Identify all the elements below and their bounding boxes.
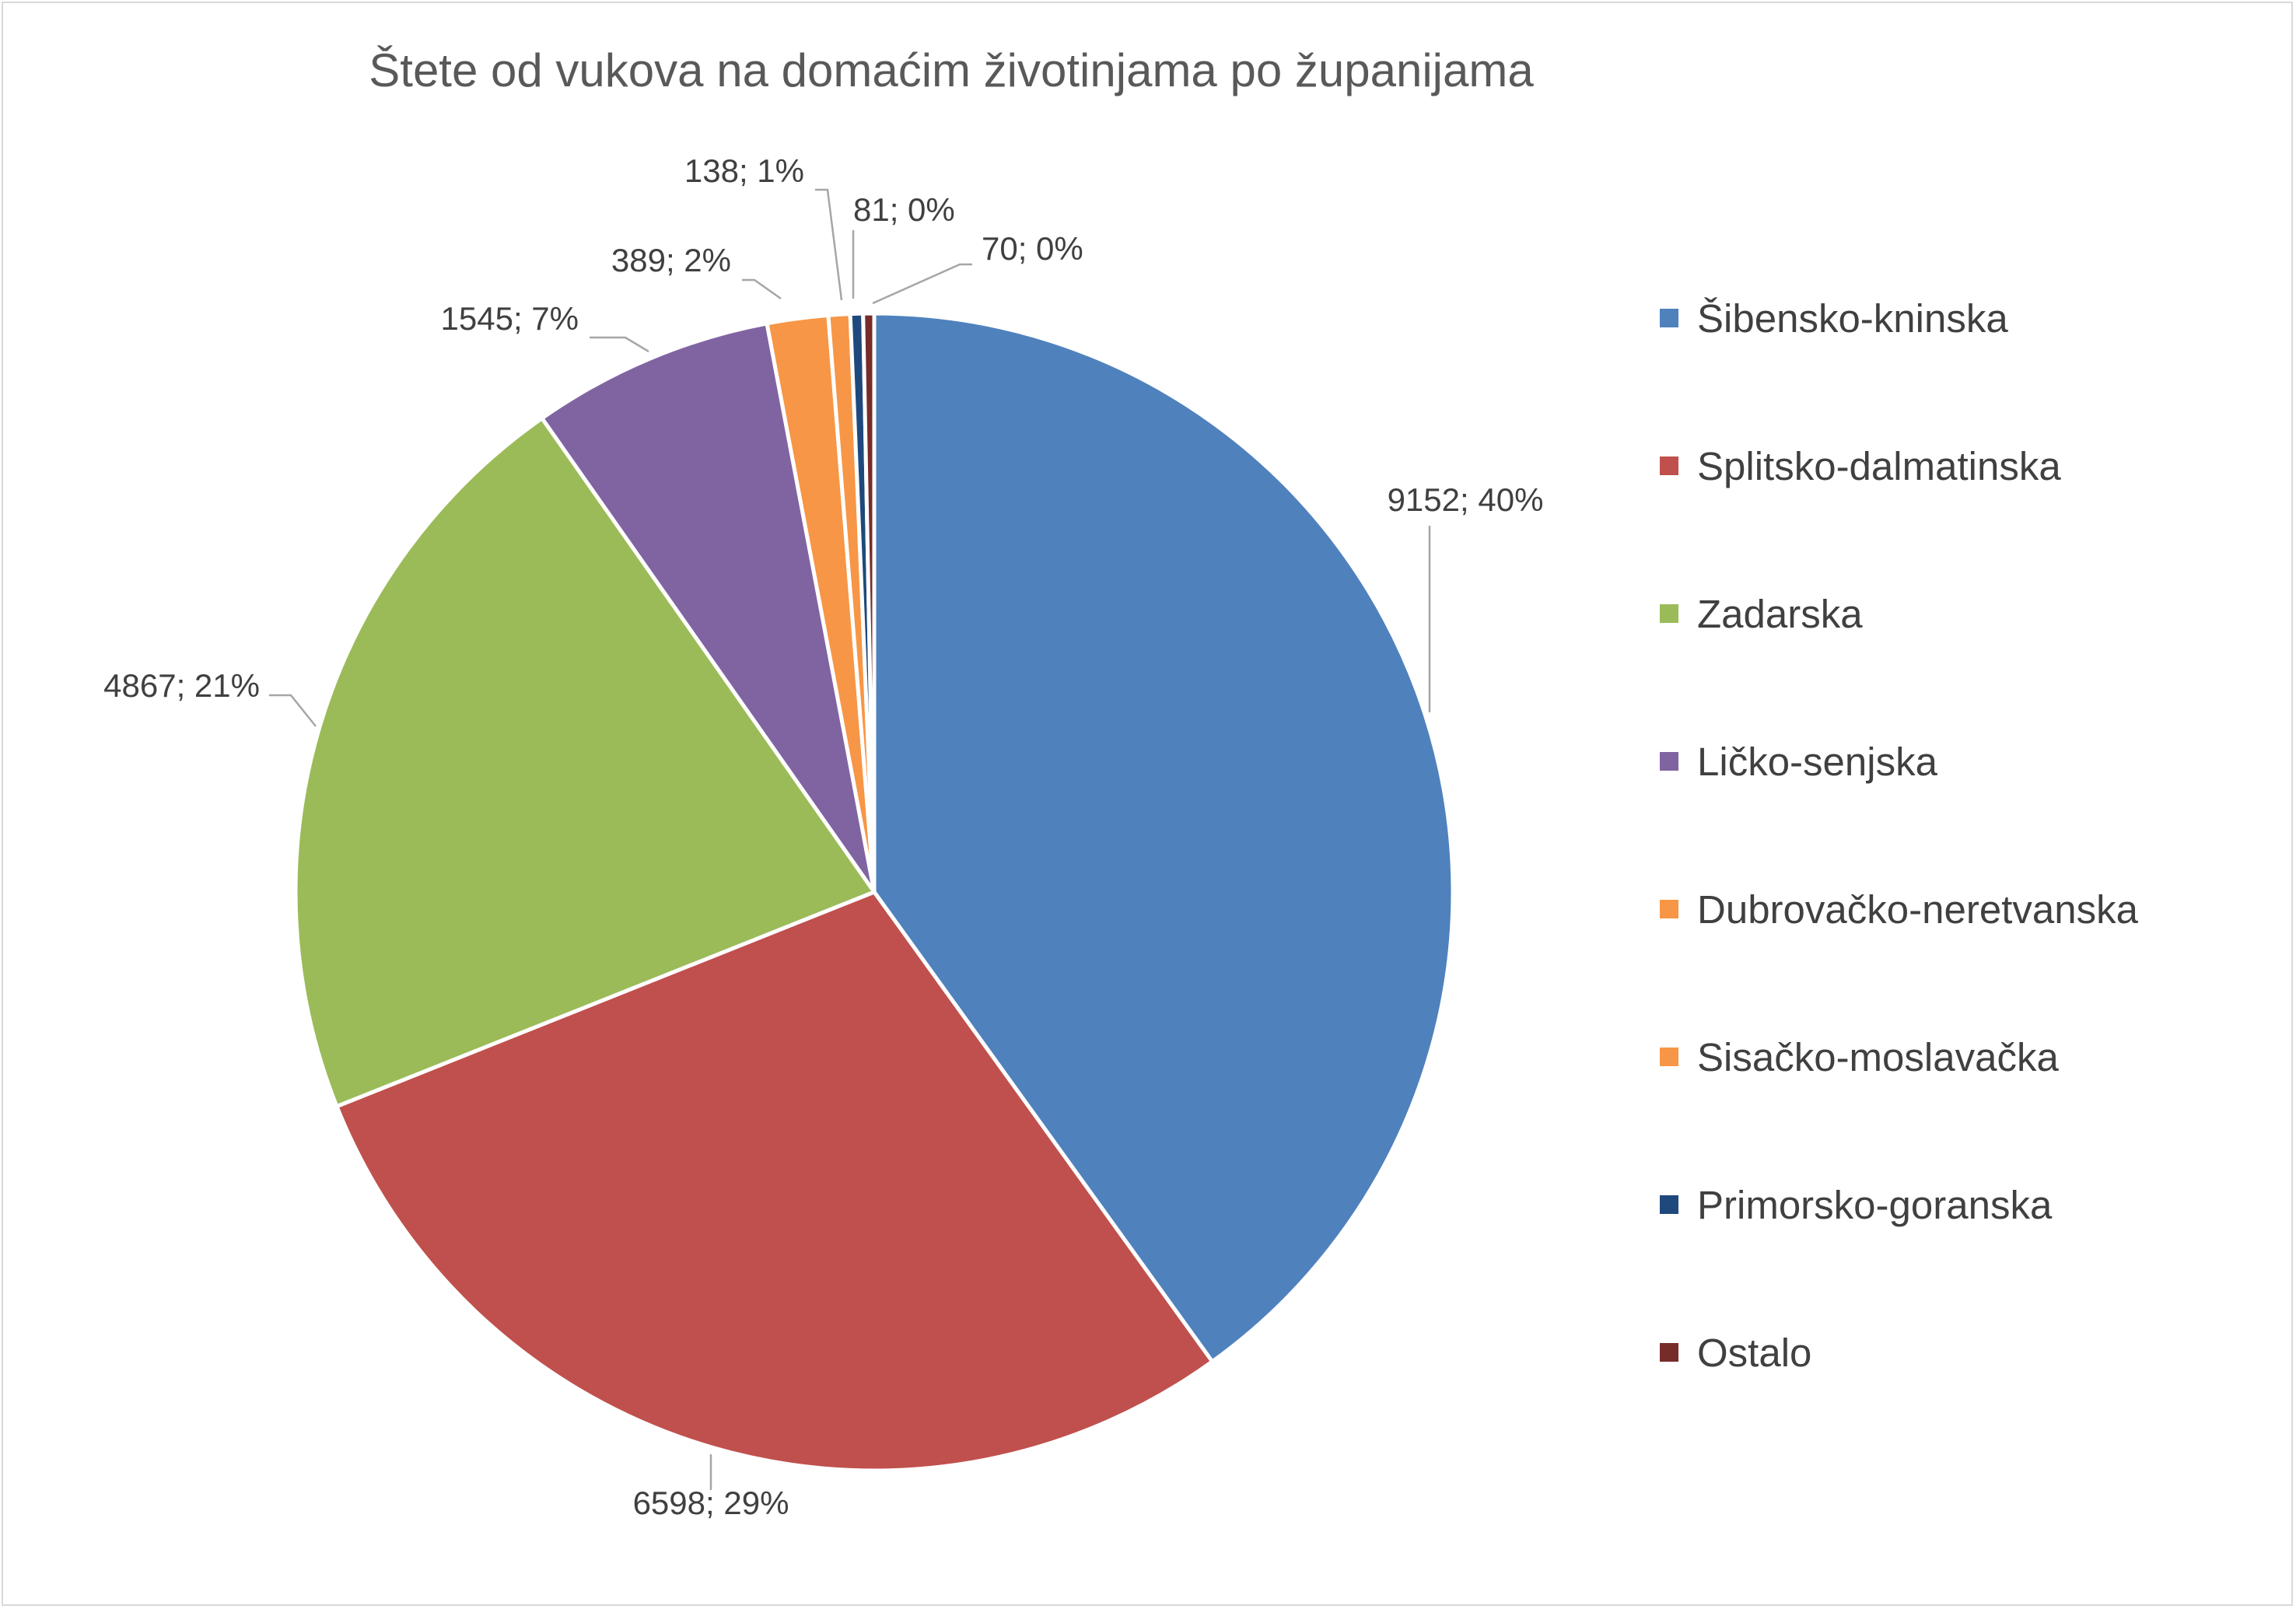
legend-label: Zadarska bbox=[1697, 591, 1863, 636]
legend-item-sibensko-kninska: Šibensko-kninska bbox=[1660, 287, 2008, 349]
data-label-splitsko-dalmatinska: 6598; 29% bbox=[633, 1485, 789, 1521]
pie-slice-splitsko-dalmatinska bbox=[334, 889, 1216, 1473]
data-label-primorsko-goranska: 81; 0% bbox=[853, 191, 955, 228]
data-label-zadarska: 4867; 21% bbox=[103, 667, 260, 704]
legend-label: Šibensko-kninska bbox=[1697, 296, 2008, 341]
leader-line-ostalo bbox=[872, 263, 972, 305]
legend-swatch bbox=[1660, 752, 1678, 771]
data-label-sisacko-moslavacka: 138; 1% bbox=[684, 152, 804, 189]
pie-chart: 9152; 40% 6598; 29% 4867; 21% 1545; 7% 389; … bbox=[103, 152, 1543, 1521]
legend-item-ostalo: Ostalo bbox=[1660, 1321, 1811, 1383]
legend-swatch bbox=[1660, 900, 1678, 918]
legend-label: Splitsko-dalmatinska bbox=[1697, 443, 2061, 488]
legend-swatch bbox=[1660, 1343, 1678, 1362]
legend-item-sisacko-moslavacka: Sisačko-moslavačka bbox=[1660, 1026, 2059, 1088]
legend-item-zadarska: Zadarska bbox=[1660, 582, 1863, 645]
legend-swatch bbox=[1660, 1048, 1678, 1066]
legend-item-primorsko-goranska: Primorsko-goranska bbox=[1660, 1174, 2052, 1236]
data-label-sibensko-kninska: 9152; 40% bbox=[1388, 481, 1544, 518]
pie-slice-zadarska bbox=[293, 415, 877, 1109]
leader-line-sisacko-moslavacka bbox=[815, 188, 843, 301]
legend-label: Ostalo bbox=[1697, 1330, 1812, 1375]
pie-slice-ostalo bbox=[861, 311, 877, 893]
leader-line-licko-senjska bbox=[590, 336, 649, 353]
leader-line-zadarska bbox=[269, 694, 317, 727]
chart-title: Štete od vukova na domaćim životinjama p… bbox=[369, 44, 1534, 96]
leader-line-dubrovacko-neretvanska bbox=[742, 278, 782, 300]
data-label-licko-senjska: 1545; 7% bbox=[441, 300, 579, 337]
legend-label: Sisačko-moslavačka bbox=[1697, 1034, 2059, 1079]
legend-swatch bbox=[1660, 309, 1678, 327]
legend-label: Primorsko-goranska bbox=[1697, 1182, 2053, 1227]
legend-item-licko-senjska: Ličko-senjska bbox=[1660, 730, 1937, 792]
legend-swatch bbox=[1660, 604, 1678, 623]
data-label-ostalo: 70; 0% bbox=[982, 230, 1083, 267]
legend-swatch bbox=[1660, 1195, 1678, 1214]
legend-item-dubrovacko-neretvanska: Dubrovačko-neretvanska bbox=[1660, 878, 2138, 940]
legend-swatch bbox=[1660, 456, 1678, 475]
leader-lines bbox=[269, 188, 1431, 1490]
legend-item-splitsko-dalmatinska: Splitsko-dalmatinska bbox=[1660, 435, 2061, 497]
data-label-dubrovacko-neretvanska: 389; 2% bbox=[611, 242, 731, 278]
legend-label: Dubrovačko-neretvanska bbox=[1697, 887, 2138, 932]
pie-slices bbox=[293, 311, 1455, 1473]
legend-label: Ličko-senjska bbox=[1697, 739, 1937, 784]
data-labels: 9152; 40% 6598; 29% 4867; 21% 1545; 7% 389; … bbox=[103, 152, 1543, 1521]
pie-slice-licko-senjska bbox=[539, 320, 877, 894]
pie-slice-sibensko-kninska bbox=[872, 311, 1455, 1365]
